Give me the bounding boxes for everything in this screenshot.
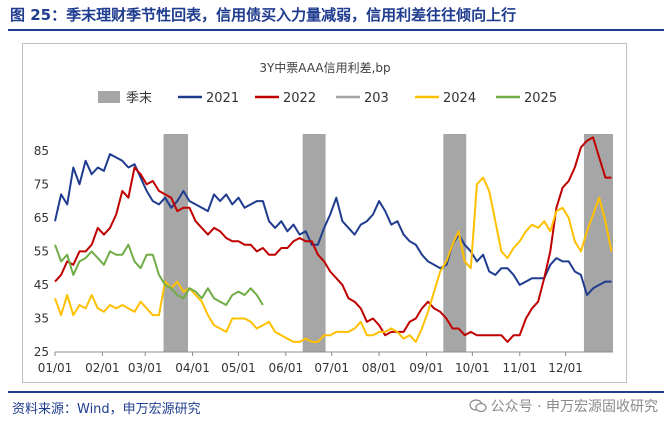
y-axis: 25 35 45 55 65 75 85 xyxy=(34,144,49,359)
x-tick-label: 01/01 xyxy=(38,361,73,375)
x-tick-label: 05/01 xyxy=(221,361,256,375)
x-tick-label: 02/01 xyxy=(85,361,120,375)
credit-spread-chart: 3Y中票AAA信用利差,bp 季末 2021 2022 203 2024 2025 25 3… xyxy=(34,60,613,375)
legend-label-203: 203 xyxy=(364,91,389,106)
y-tick-label: 55 xyxy=(34,244,49,258)
y-tick-label: 75 xyxy=(34,177,49,191)
figure-title: 图 25：季末理财季节性回表，信用债买入力量减弱，信用利差往往倾向上行 xyxy=(10,6,517,24)
legend-label-2024: 2024 xyxy=(443,91,476,106)
series-line-2025 xyxy=(54,243,264,306)
x-tick-label: 09/01 xyxy=(409,361,444,375)
quarter-end-band-3 xyxy=(443,134,467,352)
legend-label-2025: 2025 xyxy=(524,91,557,106)
quarter-end-bands xyxy=(163,134,613,352)
bottom-divider xyxy=(8,391,664,393)
x-tick-label: 06/01 xyxy=(269,361,304,375)
legend-swatch-季末 xyxy=(98,91,120,103)
series-lines xyxy=(54,136,613,343)
x-tick-label: 12/01 xyxy=(548,361,583,375)
chart-title: 3Y中票AAA信用利差,bp xyxy=(259,60,390,75)
chart-area: 3Y中票AAA信用利差,bp 季末 2021 2022 203 2024 2025 25 3… xyxy=(22,43,627,383)
x-axis: 01/01 02/01 03/01 04/01 05/01 06/01 07/01 08/01… xyxy=(38,351,613,375)
x-tick-label: 08/01 xyxy=(362,361,397,375)
x-tick-label: 07/01 xyxy=(314,361,349,375)
quarter-end-band-4 xyxy=(583,134,613,352)
y-tick-label: 45 xyxy=(34,278,49,292)
x-tick-label: 10/01 xyxy=(455,361,490,375)
top-divider xyxy=(8,29,664,31)
legend-label-2022: 2022 xyxy=(283,91,316,106)
chart-legend: 季末 2021 2022 203 2024 2025 xyxy=(98,91,557,106)
watermark: 公众号 · 申万宏源固收研究 xyxy=(469,396,658,416)
y-tick-label: 85 xyxy=(34,144,49,158)
legend-label-2021: 2021 xyxy=(206,91,239,106)
series-line-2024 xyxy=(54,176,613,343)
x-tick-label: 04/01 xyxy=(175,361,210,375)
legend-label-季末: 季末 xyxy=(126,91,152,106)
series-line-2021 xyxy=(54,153,612,296)
series-line-2022 xyxy=(54,136,612,343)
y-tick-label: 35 xyxy=(34,311,49,325)
y-tick-label: 65 xyxy=(34,211,49,225)
x-tick-label: 11/01 xyxy=(502,361,537,375)
watermark-text: 公众号 · 申万宏源固收研究 xyxy=(490,399,658,415)
quarter-end-band-2 xyxy=(302,134,326,352)
y-tick-label: 25 xyxy=(34,345,49,359)
wechat-icon xyxy=(469,399,487,413)
quarter-end-band-1 xyxy=(163,134,189,352)
source-note: 资料来源：Wind，申万宏源研究 xyxy=(12,402,201,417)
x-tick-label: 03/01 xyxy=(128,361,163,375)
